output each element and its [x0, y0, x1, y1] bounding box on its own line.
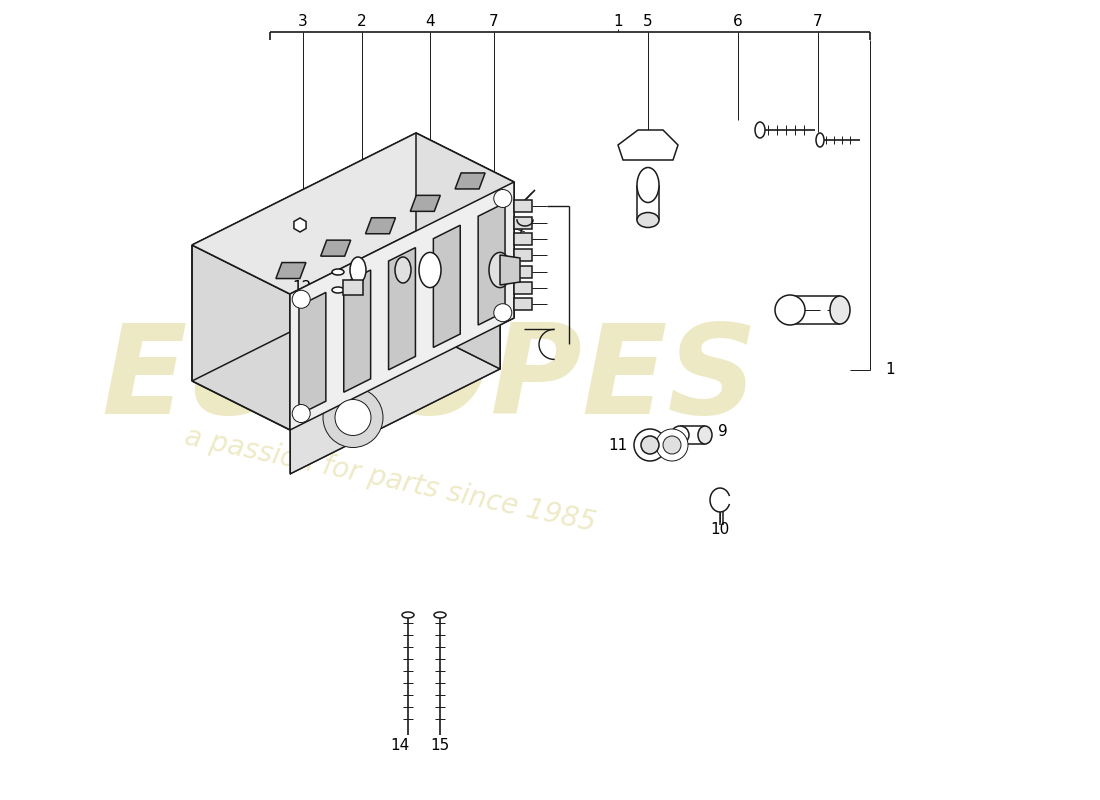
Circle shape: [656, 429, 688, 461]
Text: 11: 11: [608, 438, 628, 453]
Text: EUROPES: EUROPES: [102, 319, 758, 441]
Polygon shape: [388, 248, 416, 370]
Polygon shape: [290, 182, 514, 430]
Polygon shape: [514, 233, 532, 245]
Circle shape: [641, 436, 659, 454]
Text: 13: 13: [491, 221, 510, 235]
Polygon shape: [514, 298, 532, 310]
Ellipse shape: [434, 612, 446, 618]
Text: 15: 15: [430, 738, 450, 753]
Polygon shape: [343, 280, 363, 295]
Polygon shape: [344, 270, 371, 392]
Text: 1: 1: [886, 362, 894, 378]
Text: a passion for parts since 1985: a passion for parts since 1985: [182, 422, 598, 538]
Text: 5: 5: [644, 14, 652, 30]
Ellipse shape: [402, 612, 414, 618]
Circle shape: [494, 304, 512, 322]
Polygon shape: [514, 282, 532, 294]
Polygon shape: [192, 245, 290, 430]
Polygon shape: [514, 217, 532, 229]
Text: 2: 2: [358, 14, 366, 30]
Polygon shape: [276, 262, 306, 278]
Ellipse shape: [395, 257, 411, 283]
Text: 14: 14: [390, 738, 409, 753]
Polygon shape: [433, 225, 460, 347]
Ellipse shape: [698, 426, 712, 444]
Polygon shape: [290, 318, 500, 474]
Circle shape: [663, 436, 681, 454]
Polygon shape: [410, 195, 440, 211]
Polygon shape: [500, 255, 520, 285]
Ellipse shape: [332, 287, 344, 293]
Circle shape: [293, 290, 310, 308]
Text: 8: 8: [840, 302, 849, 318]
Circle shape: [494, 190, 512, 207]
Ellipse shape: [671, 426, 689, 444]
Ellipse shape: [816, 133, 824, 147]
Circle shape: [336, 399, 371, 435]
Polygon shape: [478, 202, 505, 325]
Ellipse shape: [419, 253, 441, 288]
Ellipse shape: [830, 296, 850, 324]
Polygon shape: [365, 218, 396, 234]
Polygon shape: [321, 240, 351, 256]
Ellipse shape: [332, 269, 344, 275]
Text: 3: 3: [298, 14, 308, 30]
Circle shape: [323, 387, 383, 447]
Circle shape: [634, 429, 665, 461]
Text: 7: 7: [490, 14, 498, 30]
Polygon shape: [514, 266, 532, 278]
Ellipse shape: [350, 257, 366, 283]
Polygon shape: [299, 293, 326, 414]
Polygon shape: [192, 133, 514, 294]
Text: 6: 6: [733, 14, 742, 30]
Text: 12: 12: [293, 281, 312, 295]
Polygon shape: [514, 250, 532, 262]
Polygon shape: [514, 201, 532, 213]
Polygon shape: [455, 173, 485, 189]
Ellipse shape: [776, 295, 805, 325]
Text: 4: 4: [426, 14, 434, 30]
Text: 10: 10: [711, 522, 729, 538]
Ellipse shape: [755, 122, 764, 138]
Ellipse shape: [490, 253, 512, 288]
Polygon shape: [294, 218, 306, 232]
Circle shape: [293, 405, 310, 422]
Polygon shape: [416, 276, 500, 369]
Text: 7: 7: [813, 14, 823, 30]
Ellipse shape: [637, 167, 659, 202]
Text: 9: 9: [718, 425, 728, 439]
Ellipse shape: [637, 213, 659, 227]
Polygon shape: [618, 130, 678, 160]
Text: 1: 1: [613, 14, 623, 30]
Polygon shape: [416, 133, 514, 318]
